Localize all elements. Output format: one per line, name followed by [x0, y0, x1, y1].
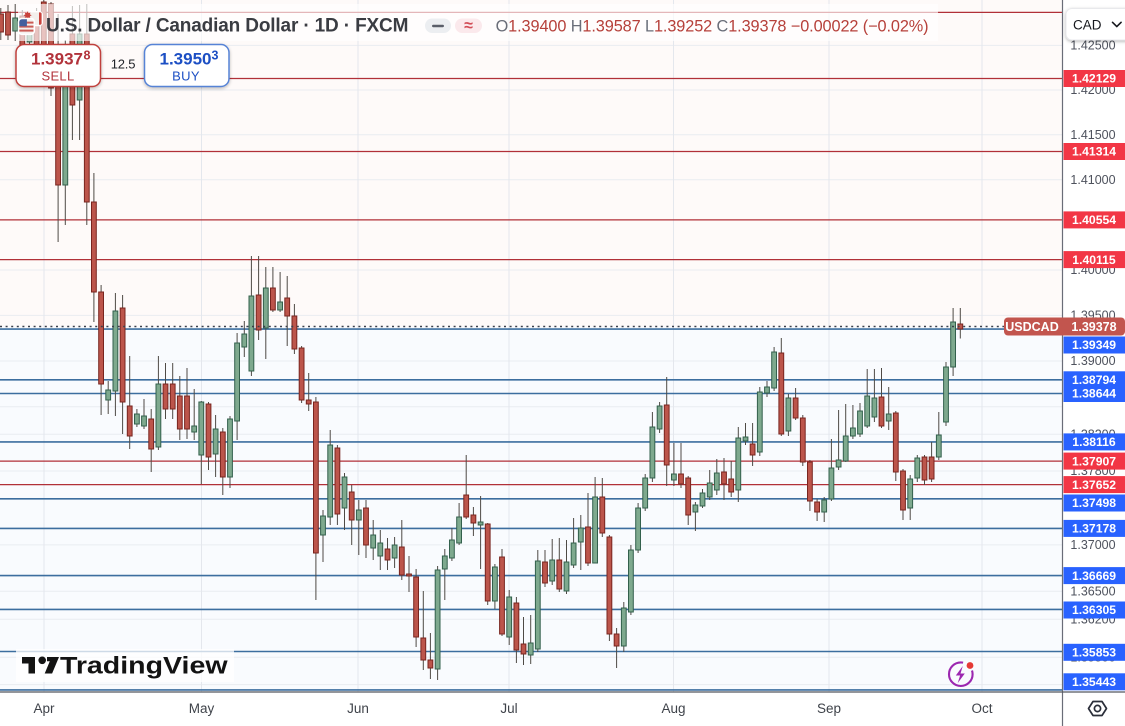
svg-text:U.S. Dollar / Canadian Dollar: U.S. Dollar / Canadian Dollar · 1D · FXC… [46, 16, 408, 37]
svg-text:TradingView: TradingView [60, 652, 228, 679]
svg-text:Sep: Sep [817, 701, 841, 716]
svg-text:1.39000: 1.39000 [1070, 354, 1115, 368]
svg-text:1.38794: 1.38794 [1072, 373, 1116, 387]
svg-text:1.35443: 1.35443 [1072, 675, 1116, 689]
svg-text:Jun: Jun [347, 701, 369, 716]
svg-text:1.42129: 1.42129 [1072, 72, 1116, 86]
svg-text:CAD: CAD [1073, 18, 1102, 33]
svg-text:1.35853: 1.35853 [1072, 646, 1116, 660]
svg-text:1.41000: 1.41000 [1070, 173, 1115, 187]
svg-text:1.37498: 1.37498 [1072, 496, 1116, 510]
svg-text:1.40554: 1.40554 [1072, 213, 1116, 227]
svg-text:1.41500: 1.41500 [1070, 128, 1115, 142]
svg-text:1.3937: 1.3937 [31, 50, 83, 69]
svg-text:1.42500: 1.42500 [1070, 39, 1115, 53]
svg-text:1.37000: 1.37000 [1070, 538, 1115, 552]
svg-text:USDCAD: USDCAD [1005, 320, 1058, 334]
svg-text:1.41314: 1.41314 [1072, 145, 1116, 159]
svg-text:1.37652: 1.37652 [1072, 478, 1116, 492]
svg-text:1.36500: 1.36500 [1070, 585, 1115, 599]
svg-text:1.38644: 1.38644 [1072, 387, 1116, 401]
svg-text:8: 8 [84, 49, 91, 63]
svg-text:Aug: Aug [661, 701, 685, 716]
svg-text:Oct: Oct [971, 701, 992, 716]
svg-text:1.36669: 1.36669 [1072, 569, 1116, 583]
svg-text:1.3950: 1.3950 [160, 50, 212, 69]
svg-text:Jul: Jul [500, 701, 517, 716]
svg-text:May: May [189, 701, 215, 716]
svg-text:1.37907: 1.37907 [1072, 454, 1116, 468]
svg-text:1.39378: 1.39378 [1071, 320, 1116, 334]
svg-text:≈: ≈ [464, 18, 473, 35]
svg-text:SELL: SELL [41, 69, 74, 84]
svg-text:1.38116: 1.38116 [1072, 435, 1116, 449]
svg-text:1.40115: 1.40115 [1072, 253, 1116, 267]
svg-text:3: 3 [212, 49, 219, 63]
svg-text:1.37178: 1.37178 [1072, 522, 1116, 536]
svg-text:12.5: 12.5 [111, 57, 136, 72]
svg-text:BUY: BUY [172, 69, 200, 84]
svg-text:1.39349: 1.39349 [1072, 338, 1116, 352]
svg-text:1.36305: 1.36305 [1072, 603, 1116, 617]
svg-text:Apr: Apr [33, 701, 55, 716]
svg-text:O1.39400 H1.39587 L1.39252 C1.: O1.39400 H1.39587 L1.39252 C1.39378 −0.0… [496, 17, 929, 35]
